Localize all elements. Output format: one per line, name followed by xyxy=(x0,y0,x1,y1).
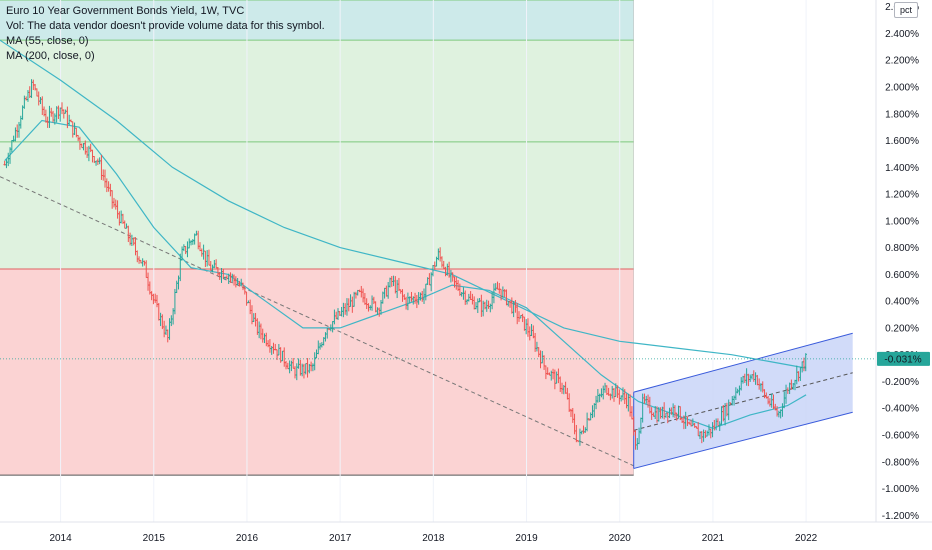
y-tick-label: 1.600% xyxy=(885,136,919,147)
ma200-line xyxy=(0,39,807,369)
time-axis-bg xyxy=(0,522,932,550)
y-tick-label: 0.200% xyxy=(885,323,919,334)
zone-green xyxy=(0,40,634,270)
y-tick-label: 1.000% xyxy=(885,216,919,227)
symbol-title[interactable]: Euro 10 Year Government Bonds Yield, 1W,… xyxy=(6,5,245,17)
y-tick-label: -0.400% xyxy=(882,404,919,415)
x-tick-label: 2018 xyxy=(422,533,445,544)
time-axis[interactable]: 2014 2015 2016 2017 2018 2019 2020 2021 2022 xyxy=(0,521,932,550)
channel-upper xyxy=(633,332,853,393)
chart-legend: Euro 10 Year Government Bonds Yield, 1W,… xyxy=(6,4,325,64)
channel-mid xyxy=(633,372,853,431)
last-price-label: -0.031% xyxy=(884,354,921,365)
price-axis[interactable]: 2.600%2.400%2.200%2.000%1.800%1.600%1.40… xyxy=(875,0,932,550)
parallel-channel[interactable] xyxy=(633,332,853,469)
last-price-badge xyxy=(877,351,930,366)
y-tick-label: 0.800% xyxy=(885,243,919,254)
ma200-legend[interactable]: MA (200, close, 0) xyxy=(6,50,95,62)
y-tick-label: 2.000% xyxy=(885,83,919,94)
y-tick-label: 2.200% xyxy=(885,56,919,67)
x-tick-label: 2020 xyxy=(609,533,632,544)
y-tick-label: 0.600% xyxy=(885,270,919,281)
y-tick-label: -0.800% xyxy=(882,457,919,468)
channel-fill xyxy=(633,333,853,469)
x-tick-label: 2022 xyxy=(795,533,818,544)
y-tick-label: 0.400% xyxy=(885,297,919,308)
x-tick-label: 2015 xyxy=(143,533,166,544)
price-axis-bg xyxy=(876,0,932,550)
ma55-legend[interactable]: MA (55, close, 0) xyxy=(6,35,89,47)
y-tick-label: 1.800% xyxy=(885,109,919,120)
candles xyxy=(3,79,807,450)
x-tick-label: 2016 xyxy=(236,533,259,544)
x-tick-label: 2021 xyxy=(702,533,725,544)
y-tick-label: 1.400% xyxy=(885,163,919,174)
grid xyxy=(60,0,807,522)
vol-legend: Vol: The data vendor doesn't provide vol… xyxy=(6,20,325,32)
y-tick-label: 1.200% xyxy=(885,190,919,201)
y-tick-label: -1.200% xyxy=(882,511,919,522)
zone-red xyxy=(0,269,634,476)
x-tick-label: 2014 xyxy=(49,533,72,544)
zone-cyan xyxy=(0,0,634,41)
fib-zones xyxy=(0,0,634,476)
x-tick-label: 2019 xyxy=(515,533,538,544)
channel-lower xyxy=(633,411,853,469)
y-tick-label: -1.000% xyxy=(882,484,919,495)
y-tick-label: -0.600% xyxy=(882,431,919,442)
y-tick-label: 2.400% xyxy=(885,29,919,40)
unit-label[interactable]: pct xyxy=(894,2,918,18)
y-tick-label: -0.200% xyxy=(882,377,919,388)
x-tick-label: 2017 xyxy=(329,533,352,544)
